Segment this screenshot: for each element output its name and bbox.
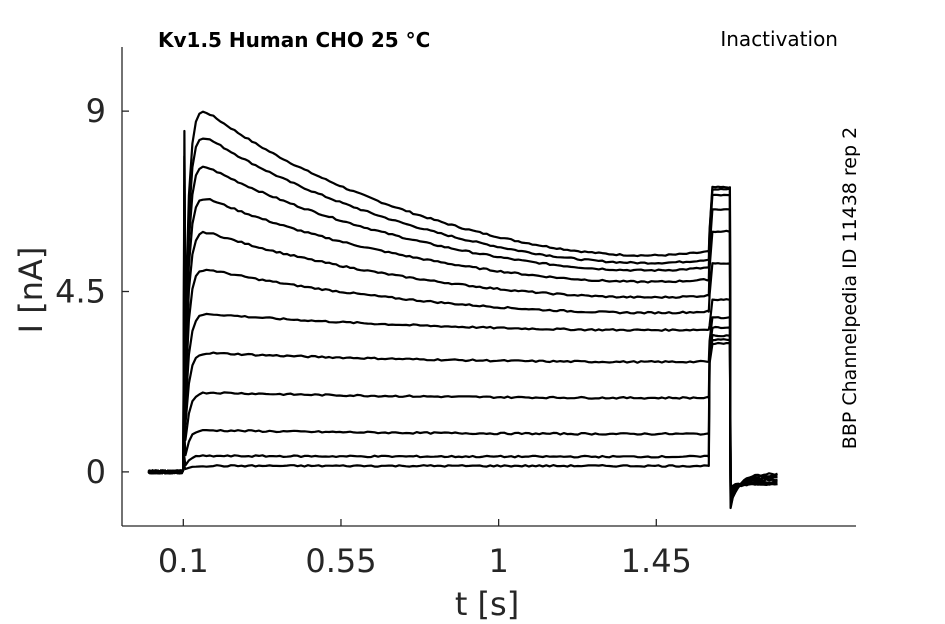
current-trace: [147, 341, 778, 487]
x-tick-label: 1: [488, 542, 508, 580]
source-id-label: BBP Channelpedia ID 11438 rep 2: [839, 127, 861, 449]
protocol-label: Inactivation: [720, 27, 838, 51]
current-trace: [148, 110, 778, 510]
current-trace: [148, 325, 778, 493]
current-trace: [148, 198, 778, 503]
y-tick-label: 4.5: [55, 273, 106, 311]
y-ticks: 04.59: [55, 92, 129, 491]
current-trace: [147, 316, 778, 495]
chart-title: Kv1.5 Human CHO 25 °C: [158, 28, 430, 52]
current-traces: [147, 110, 778, 510]
y-tick-label: 9: [86, 92, 106, 130]
x-axis-label: t [s]: [455, 585, 519, 623]
current-trace: [147, 165, 778, 506]
x-tick-label: 1.45: [621, 542, 692, 580]
current-trace: [147, 333, 778, 491]
x-tick-label: 0.1: [158, 542, 209, 580]
y-tick-label: 0: [86, 453, 106, 491]
current-trace: [148, 137, 778, 508]
x-tick-label: 0.55: [305, 542, 376, 580]
y-axis-label: I [nA]: [12, 247, 50, 334]
current-trace: [147, 298, 778, 497]
current-trace: [147, 262, 778, 499]
x-ticks: 0.1 0.55 1 1.45: [158, 519, 692, 580]
current-trace: [147, 229, 778, 501]
current-trace: [147, 338, 778, 489]
